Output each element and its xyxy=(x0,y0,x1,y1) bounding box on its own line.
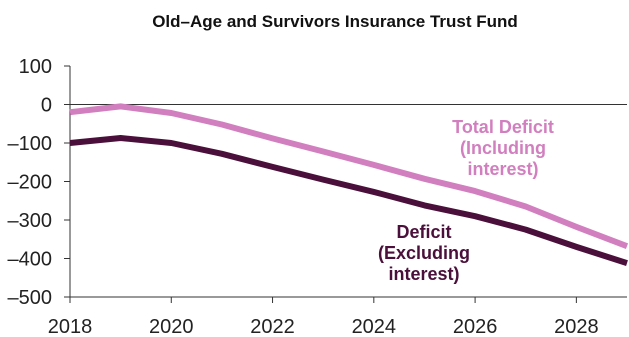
series-label-line: Deficit xyxy=(396,222,451,242)
chart-title: Old–Age and Survivors Insurance Trust Fu… xyxy=(152,12,518,31)
series-label-0: Total Deficit (Including interest) xyxy=(452,117,554,179)
x-tick-label: 2028 xyxy=(554,316,599,337)
y-tick-label: 100 xyxy=(19,56,52,78)
y-tick-label: –200 xyxy=(8,172,53,194)
series-label-line: Total Deficit xyxy=(452,117,554,137)
x-tick-label: 2024 xyxy=(352,316,397,337)
series-line-1 xyxy=(69,135,628,266)
axes: 100 0 –100 –200 –300 –400 –500 2018 2020 2022 2024… xyxy=(8,56,627,337)
y-tick-label: 0 xyxy=(41,95,52,117)
y-tick-label: –100 xyxy=(8,133,53,155)
series-label-line: (Excluding xyxy=(378,243,470,263)
series-label-1: Deficit (Excluding interest) xyxy=(378,222,470,284)
series-label-line: interest) xyxy=(467,159,538,179)
series-labels: Total Deficit (Including interest)Deficit(… xyxy=(378,117,554,284)
x-tick-label: 2022 xyxy=(250,316,295,337)
series-label-line: (Including xyxy=(460,138,546,158)
series-line-0 xyxy=(69,103,629,250)
x-tick-label: 2020 xyxy=(149,316,194,337)
series-label-line: interest) xyxy=(388,264,459,284)
x-tick-label: 2026 xyxy=(453,316,498,337)
x-tick-label: 2018 xyxy=(48,316,93,337)
series-group xyxy=(69,103,629,266)
y-tick-label: –500 xyxy=(8,287,53,309)
y-tick-label: –400 xyxy=(8,249,53,271)
y-tick-label: –300 xyxy=(8,210,53,232)
